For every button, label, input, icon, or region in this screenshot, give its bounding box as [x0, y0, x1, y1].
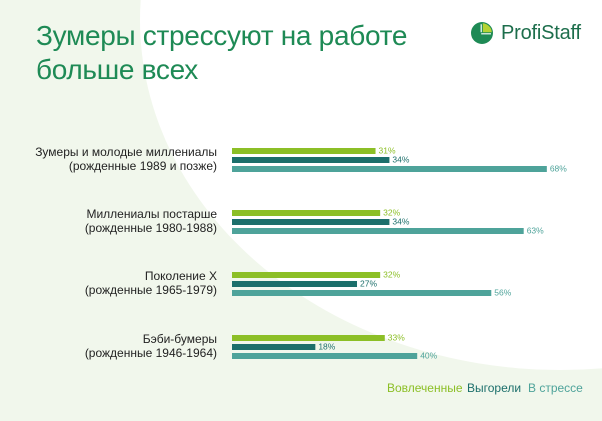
value-label-stress: 68% [550, 164, 567, 174]
value-label-engaged: 32% [383, 270, 400, 280]
bar-burnout [232, 219, 390, 225]
bar-burnout [232, 281, 358, 287]
category-sublabel: (рожденные 1965-1979) [85, 283, 217, 297]
value-label-stress: 56% [494, 288, 511, 298]
legend-item-stress: В стрессе [528, 381, 583, 395]
value-label-engaged: 33% [388, 333, 405, 343]
category-group: Поколение X(рожденные 1965-1979) 32% 27% 56… [85, 269, 512, 298]
bar-stress [232, 166, 547, 172]
bar-engaged [232, 210, 381, 216]
logo-text: ProfiStaff [501, 21, 581, 44]
bar-burnout [232, 157, 390, 163]
value-label-stress: 40% [420, 351, 437, 361]
pie-circle-icon [471, 22, 493, 44]
bar-engaged [232, 148, 376, 154]
value-label-burnout: 18% [318, 342, 335, 352]
category-label: Зумеры и молодые миллениалы [35, 145, 217, 159]
value-label-engaged: 31% [379, 146, 396, 156]
category-label: Миллениалы постарше [86, 207, 217, 221]
value-label-engaged: 32% [383, 208, 400, 218]
category-group: Миллениалы постарше(рожденные 1980-1988)… [85, 207, 544, 236]
bar-stress [232, 290, 492, 296]
legend-item-engaged: Вовлеченные [387, 381, 463, 395]
legend-item-burnout: Выгорели [467, 381, 522, 395]
category-sublabel: (рожденные 1946-1964) [85, 346, 217, 360]
bar-stress [232, 353, 418, 359]
category-label: Бэби-бумеры [143, 332, 217, 346]
value-label-burnout: 27% [360, 279, 377, 289]
category-group: Бэби-бумеры(рожденные 1946-1964) 33% 18% 40… [85, 332, 438, 361]
title-line-2: больше всех [36, 54, 198, 85]
category-sublabel: (рожденные 1989 и позже) [69, 159, 217, 173]
value-label-burnout: 34% [392, 217, 409, 227]
logo: ProfiStaff [470, 20, 581, 46]
title-line-1: Зумеры стрессуют на работе [36, 20, 408, 51]
value-label-stress: 63% [527, 226, 544, 236]
page-title: Зумеры стрессуют на работе больше всех [36, 19, 407, 87]
bar-engaged [232, 272, 381, 278]
bar-stress [232, 228, 524, 234]
category-label: Поколение X [145, 269, 217, 283]
category-group: Зумеры и молодые миллениалы(рожденные 19… [35, 145, 567, 174]
bar-engaged [232, 335, 385, 341]
category-sublabel: (рожденные 1980-1988) [85, 221, 217, 235]
legend: Вовлеченные Выгорели В стрессе [0, 381, 602, 399]
bar-burnout [232, 344, 316, 350]
value-label-burnout: 34% [392, 155, 409, 165]
